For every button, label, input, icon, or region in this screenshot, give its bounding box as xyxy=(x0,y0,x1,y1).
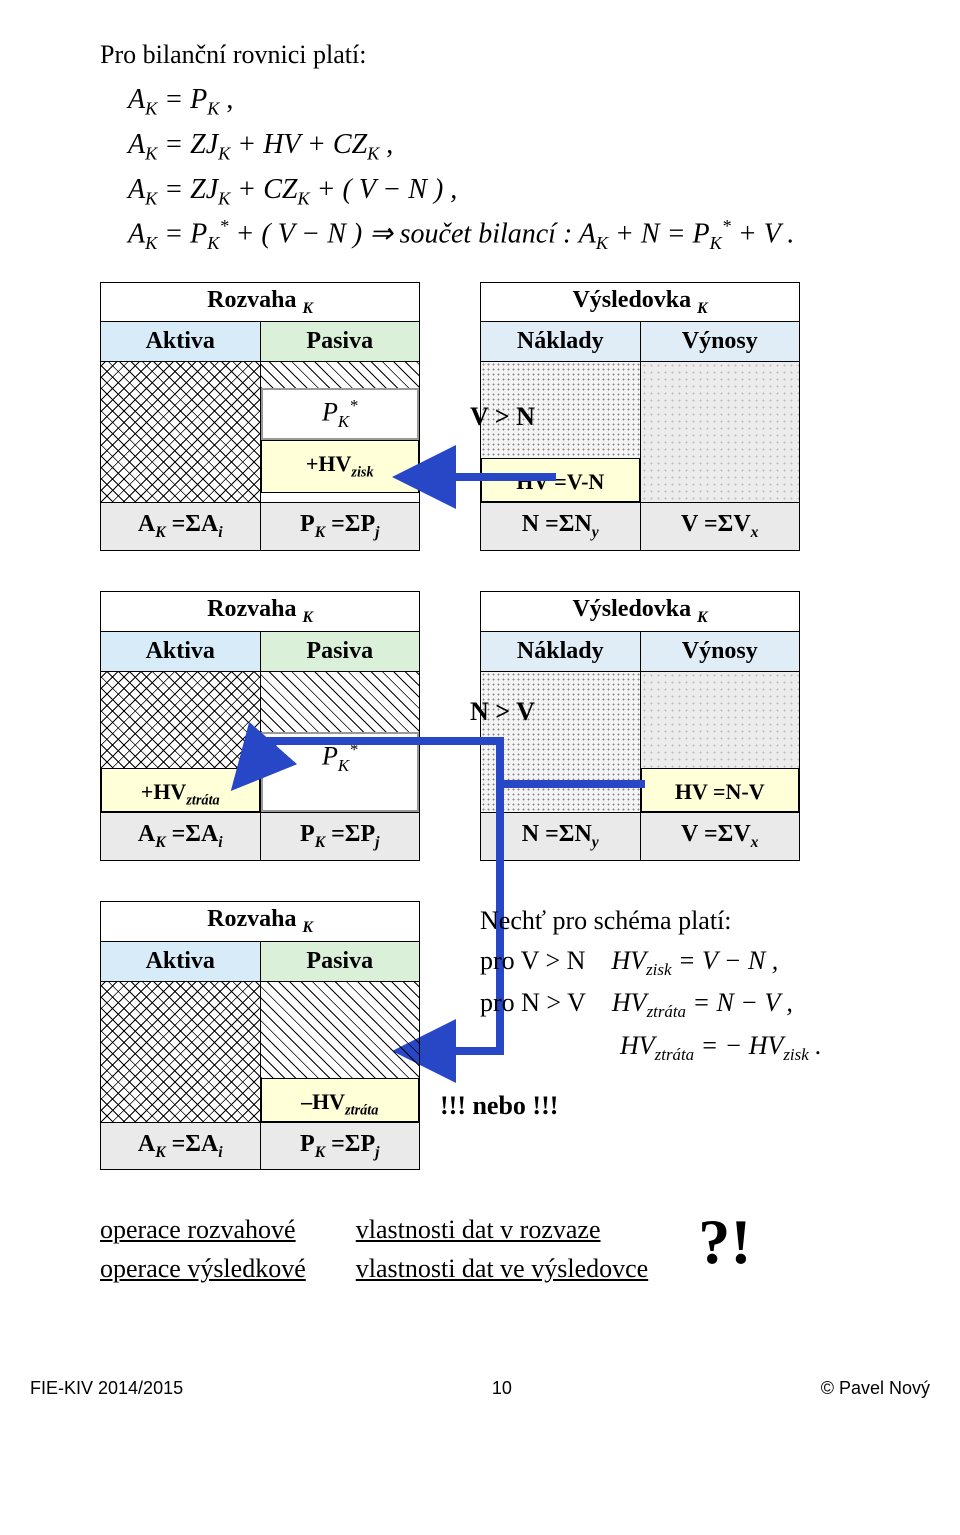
page: Pro bilanční rovnici platí: AK = PK , AK… xyxy=(0,0,960,1308)
side-text: Nechť pro schéma platí: pro V > N HVzisk… xyxy=(480,901,880,1068)
rozvaha-1: Rozvaha K Aktiva Pasiva PK* +HVzisk AK =… xyxy=(100,282,420,552)
diagram-row-1: Rozvaha K Aktiva Pasiva PK* +HVzisk AK =… xyxy=(100,282,880,552)
nv-label: N > V xyxy=(470,697,535,727)
footer: FIE-KIV 2014/2015 10 © Pavel Nový xyxy=(0,1378,960,1409)
rozvaha-2: Rozvaha K Aktiva Pasiva +HVztráta PK* AK… xyxy=(100,591,420,861)
bottom-ops: operace rozvahové operace výsledkové vla… xyxy=(100,1210,880,1288)
rozvaha-3: Rozvaha K Aktiva Pasiva –HVztráta AK =ΣA… xyxy=(100,901,420,1171)
nebo-label: !!! nebo !!! xyxy=(440,1091,558,1121)
question-bang: ?! xyxy=(698,1210,751,1274)
intro-text: Pro bilanční rovnici platí: xyxy=(100,40,880,70)
vn-label: V > N xyxy=(470,402,535,432)
equations: AK = PK , AK = ZJK + HV + CZK , AK = ZJK… xyxy=(128,78,880,258)
diagram-row-2: Rozvaha K Aktiva Pasiva +HVztráta PK* AK… xyxy=(100,591,880,861)
diagram-row-3: Rozvaha K Aktiva Pasiva –HVztráta AK =ΣA… xyxy=(100,901,880,1171)
